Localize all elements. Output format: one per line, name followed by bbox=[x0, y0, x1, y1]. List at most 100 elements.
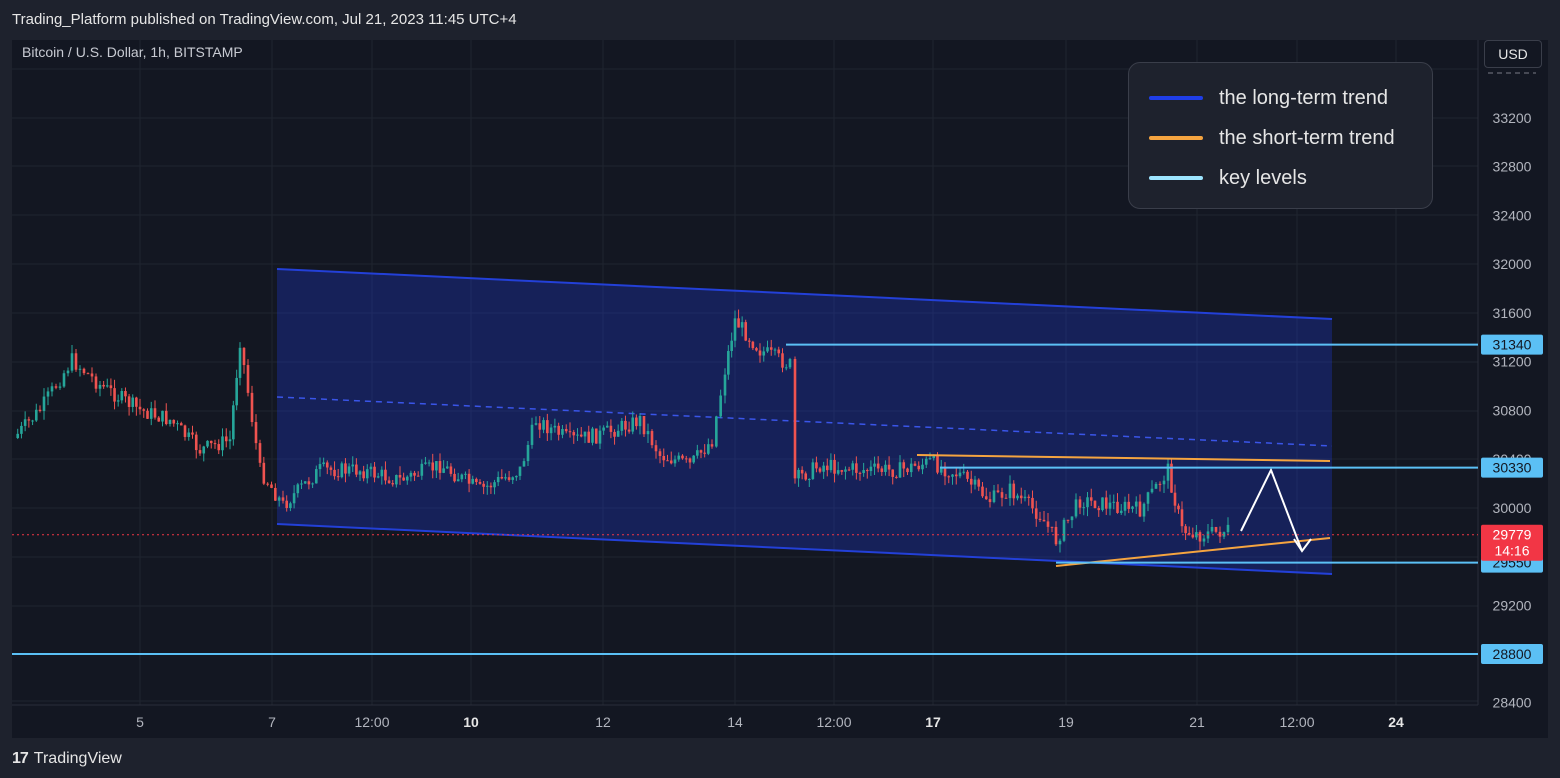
candle-body bbox=[1108, 502, 1112, 509]
candle-body bbox=[478, 482, 482, 484]
candle-body bbox=[1004, 497, 1008, 499]
candle-body bbox=[932, 456, 936, 459]
candle-body bbox=[1034, 508, 1038, 519]
candle-body bbox=[1214, 526, 1218, 532]
tradingview-brand[interactable]: 17 TradingView bbox=[12, 750, 122, 768]
candle-body bbox=[1027, 496, 1031, 498]
candle-body bbox=[296, 484, 300, 494]
candle-body bbox=[1062, 519, 1066, 541]
projection-arrow-head bbox=[1293, 538, 1312, 553]
candle-body bbox=[300, 483, 303, 485]
last-price-badge bbox=[1481, 524, 1543, 561]
candle-body bbox=[206, 440, 209, 447]
candle-body bbox=[1127, 501, 1131, 509]
candle-body bbox=[198, 450, 202, 454]
candle-body bbox=[194, 434, 198, 451]
candle-body bbox=[127, 396, 131, 407]
candle-body bbox=[833, 459, 836, 474]
last-price-value: 29779 bbox=[1493, 527, 1532, 543]
candle-body bbox=[973, 479, 977, 485]
candle-body bbox=[1089, 497, 1093, 501]
candle-body bbox=[86, 373, 90, 375]
candle-body bbox=[909, 463, 913, 473]
candle-body bbox=[758, 350, 762, 356]
tradingview-logo-icon: 17 bbox=[12, 750, 29, 767]
candle-body bbox=[825, 465, 829, 471]
candle-body bbox=[209, 440, 213, 444]
candle-body bbox=[266, 483, 269, 485]
candle-body bbox=[1016, 495, 1019, 499]
currency-button[interactable]: USD bbox=[1484, 40, 1542, 68]
candle-body bbox=[146, 410, 149, 419]
candle-body bbox=[851, 463, 855, 470]
candle-body bbox=[662, 455, 666, 461]
candle-body bbox=[568, 431, 572, 433]
candle-body bbox=[762, 351, 766, 356]
candle-body bbox=[46, 391, 50, 397]
candle-body bbox=[766, 347, 769, 352]
candle-body bbox=[605, 425, 609, 428]
candle-body bbox=[391, 483, 395, 485]
time-tick-label: 12:00 bbox=[1279, 714, 1314, 730]
candle-body bbox=[142, 409, 146, 411]
candle-body bbox=[815, 462, 818, 469]
candle-body bbox=[442, 468, 445, 473]
candle-body bbox=[755, 348, 758, 351]
key-level-price: 28800 bbox=[1493, 646, 1532, 662]
candle-body bbox=[149, 408, 153, 419]
candle-body bbox=[493, 482, 496, 488]
candle-body bbox=[1170, 463, 1173, 493]
candle-body bbox=[591, 428, 594, 443]
price-tick-label: 32800 bbox=[1493, 159, 1532, 175]
candle-body bbox=[365, 469, 369, 479]
candle-body bbox=[1038, 518, 1042, 520]
candle-body bbox=[109, 385, 113, 389]
candle-body bbox=[31, 420, 34, 422]
candle-body bbox=[347, 466, 351, 474]
candle-body bbox=[409, 472, 413, 477]
candle-body bbox=[895, 476, 898, 478]
candle-body bbox=[250, 392, 254, 423]
candle-body bbox=[464, 473, 467, 475]
candle-body bbox=[1097, 508, 1101, 511]
time-tick-label: 5 bbox=[136, 714, 144, 730]
candle-body bbox=[102, 384, 105, 387]
candle-body bbox=[658, 451, 662, 456]
candle-body bbox=[865, 470, 869, 472]
price-tick-label: 30800 bbox=[1493, 402, 1532, 418]
candle-body bbox=[594, 428, 598, 444]
candle-body bbox=[887, 464, 891, 470]
candle-body bbox=[744, 322, 748, 341]
candle-body bbox=[797, 469, 800, 479]
candle-body bbox=[74, 353, 78, 370]
candle-body bbox=[654, 445, 658, 452]
grid bbox=[12, 40, 1478, 705]
candle-body bbox=[669, 460, 673, 464]
candle-body bbox=[78, 368, 82, 370]
candle-body bbox=[624, 420, 627, 430]
candle-body bbox=[398, 474, 402, 478]
candle-body bbox=[1191, 534, 1195, 538]
candle-body bbox=[131, 397, 135, 407]
candle-body bbox=[733, 318, 737, 341]
candle-body bbox=[1012, 483, 1016, 499]
candle-body bbox=[187, 432, 191, 437]
time-tick-label: 24 bbox=[1388, 714, 1404, 730]
candle-body bbox=[627, 429, 631, 432]
publish-info: Trading_Platform published on TradingVie… bbox=[12, 11, 517, 28]
candle-body bbox=[329, 467, 333, 470]
candle-body bbox=[1131, 506, 1134, 509]
candle-body bbox=[1086, 497, 1089, 508]
candle-body bbox=[311, 483, 314, 485]
time-tick-label: 10 bbox=[463, 714, 479, 730]
candle-body bbox=[715, 416, 718, 447]
symbol-title: Bitcoin / U.S. Dollar, 1h, BITSTAMP bbox=[22, 44, 243, 60]
candle-body bbox=[242, 347, 246, 366]
candle-body bbox=[936, 456, 939, 473]
candle-body bbox=[1116, 501, 1119, 513]
candlesticks bbox=[16, 309, 1230, 553]
candle-body bbox=[773, 349, 777, 351]
candle-body bbox=[1184, 526, 1187, 534]
candle-body bbox=[1158, 483, 1162, 485]
